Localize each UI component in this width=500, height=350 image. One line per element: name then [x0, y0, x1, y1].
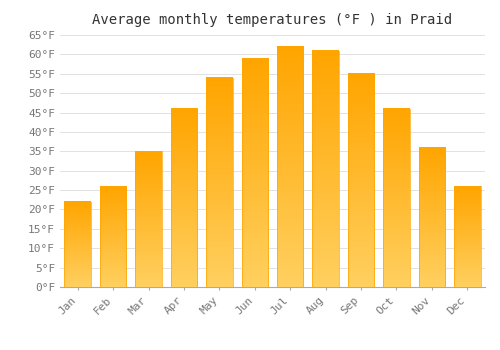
- Bar: [206, 78, 233, 287]
- Bar: [170, 108, 197, 287]
- Bar: [277, 47, 303, 287]
- Bar: [136, 151, 162, 287]
- Bar: [242, 58, 268, 287]
- Bar: [454, 186, 480, 287]
- Bar: [348, 74, 374, 287]
- Bar: [64, 202, 91, 287]
- Bar: [100, 186, 126, 287]
- Title: Average monthly temperatures (°F ) in Praid: Average monthly temperatures (°F ) in Pr…: [92, 13, 452, 27]
- Bar: [312, 50, 339, 287]
- Bar: [418, 147, 445, 287]
- Bar: [383, 108, 409, 287]
